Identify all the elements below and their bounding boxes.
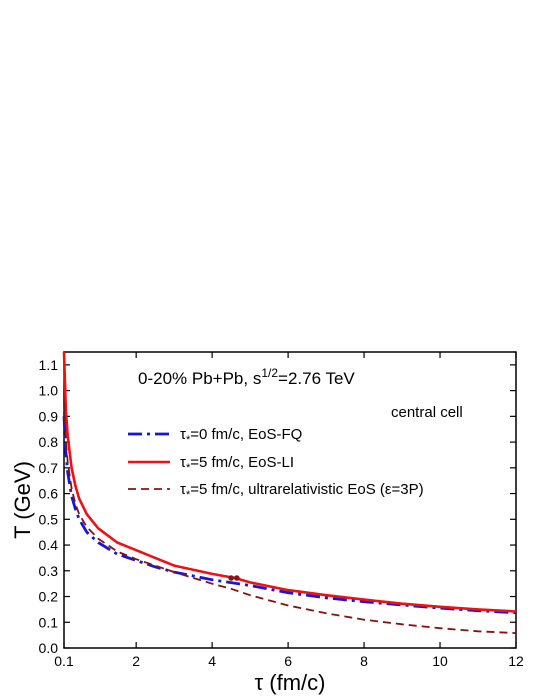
series-line-3 xyxy=(63,403,517,634)
series-group xyxy=(62,351,517,634)
series-line-1 xyxy=(62,416,517,615)
legend-subscript: * xyxy=(186,462,191,474)
x-tick-label: 4 xyxy=(208,653,216,669)
legend-rest: =5 fm/c, ultrarelativistic EoS (ε=3P) xyxy=(190,481,423,498)
y-axis-title: T (GeV) xyxy=(10,461,35,539)
y-tick-label: 0.7 xyxy=(39,460,59,476)
y-tick-label: 0.1 xyxy=(39,614,59,630)
annotation-central-cell: central cell xyxy=(391,404,463,421)
legend-rest: =0 fm/c, EoS-FQ xyxy=(190,426,302,443)
legend-tau: τ xyxy=(180,454,186,471)
x-tick-label: 2 xyxy=(132,653,140,669)
legend: τ*=0 fm/c, EoS-FQτ*=5 fm/c, EoS-LIτ*=5 f… xyxy=(128,426,424,501)
y-tick-label: 0.2 xyxy=(39,589,59,605)
chart-title-line: 0-20% Pb+Pb, s1/2=2.76 TeV xyxy=(138,366,355,388)
y-tick-label: 0.3 xyxy=(39,563,59,579)
y-tick-label: 1.1 xyxy=(39,357,59,373)
x-tick-label: 0.1 xyxy=(54,653,74,669)
x-axis-title: τ (fm/c) xyxy=(254,670,325,695)
legend-tau: τ xyxy=(180,481,186,498)
legend-subscript: * xyxy=(186,489,191,501)
title-superscript: 1/2 xyxy=(261,366,278,380)
legend-rest: =5 fm/c, EoS-LI xyxy=(190,454,294,471)
y-tick-label: 0.8 xyxy=(39,434,59,450)
y-tick-label: 0.4 xyxy=(39,537,59,553)
series-line-2 xyxy=(62,351,517,613)
y-tick-label: 1.0 xyxy=(39,383,59,399)
y-tick-label: 0.0 xyxy=(39,640,59,656)
y-tick-label: 0.6 xyxy=(39,486,59,502)
markers-group xyxy=(228,575,240,581)
plot-frame-group xyxy=(63,351,517,649)
legend-label-3: τ*=5 fm/c, ultrarelativistic EoS (ε=3P) xyxy=(180,481,424,501)
ticks: 0.1 2 4 6 8 10 120.00.10.20.30.40.50.60.70.80.… xyxy=(39,352,524,669)
title-prefix: 0-20% Pb+Pb, s xyxy=(138,369,261,388)
data-point-marker xyxy=(228,575,234,581)
x-tick-label: 12 xyxy=(508,653,524,669)
legend-label-1: τ*=0 fm/c, EoS-FQ xyxy=(180,426,302,446)
data-point-marker xyxy=(234,575,240,581)
y-tick-label: 0.9 xyxy=(39,408,59,424)
x-tick-label: 8 xyxy=(360,653,368,669)
x-tick-label: 6 xyxy=(284,653,292,669)
x-tick-label: 10 xyxy=(432,653,448,669)
y-tick-label: 0.5 xyxy=(39,511,59,527)
legend-label-2: τ*=5 fm/c, EoS-LI xyxy=(180,454,294,474)
plot-frame xyxy=(63,351,517,649)
legend-subscript: * xyxy=(186,434,191,446)
title-suffix: =2.76 TeV xyxy=(278,369,355,388)
legend-tau: τ xyxy=(180,426,186,443)
